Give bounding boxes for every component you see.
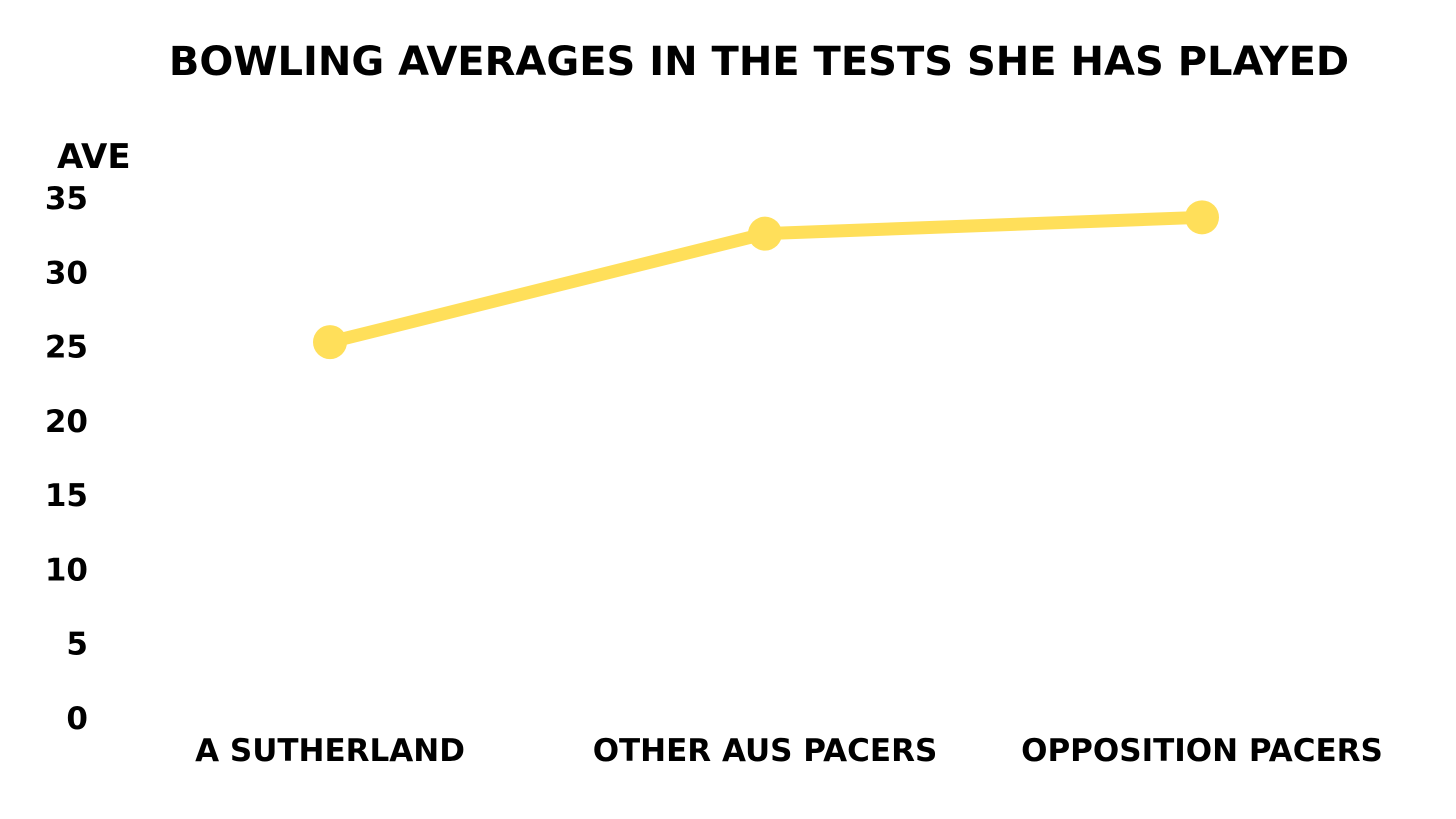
- y-axis-ticks: 0 5 10 15 20 25 30 35: [45, 181, 88, 737]
- y-tick-label: 5: [66, 627, 88, 663]
- data-point: [313, 325, 347, 360]
- y-tick-label: 20: [45, 404, 88, 440]
- y-tick-label: 25: [45, 330, 88, 366]
- x-tick-label: OTHER AUS PACERS: [593, 733, 938, 769]
- chart-title: BOWLING AVERAGES IN THE TESTS SHE HAS PL…: [169, 39, 1349, 85]
- x-tick-label: OPPOSITION PACERS: [1021, 733, 1383, 769]
- series-group: [313, 200, 1219, 360]
- x-tick-label: A SUTHERLAND: [195, 733, 465, 769]
- y-tick-label: 35: [45, 181, 88, 217]
- y-tick-label: 30: [45, 255, 88, 291]
- y-axis-label: AVE: [57, 137, 131, 177]
- y-tick-label: 10: [45, 552, 88, 588]
- y-tick-label: 15: [45, 478, 88, 514]
- data-point: [1185, 200, 1219, 235]
- y-tick-label: 0: [66, 701, 88, 737]
- data-point: [748, 216, 782, 251]
- x-axis-ticks: A SUTHERLAND OTHER AUS PACERS OPPOSITION P…: [195, 733, 1383, 769]
